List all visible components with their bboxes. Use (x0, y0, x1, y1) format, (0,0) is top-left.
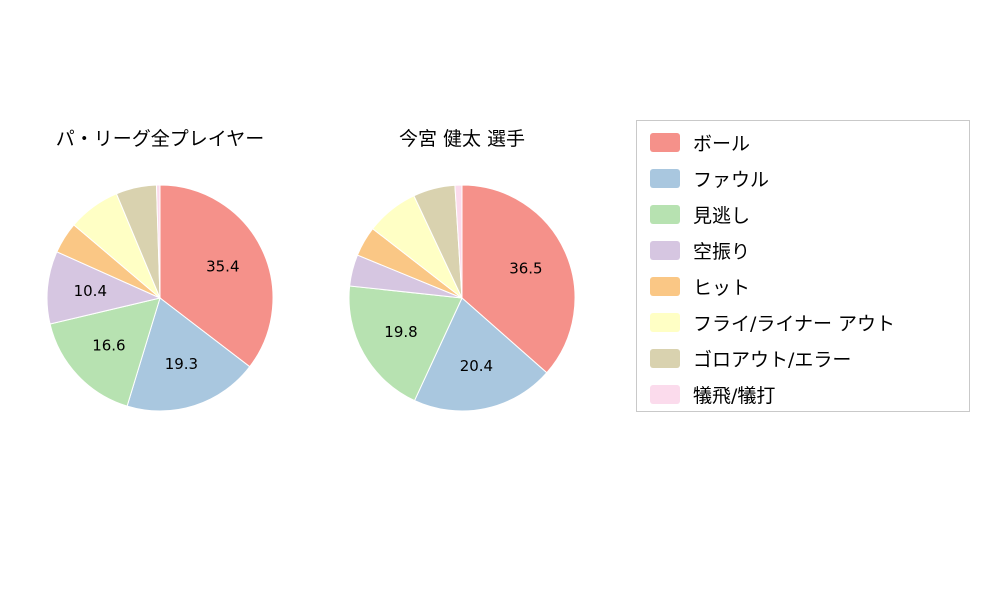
pie-slice (461, 184, 576, 374)
pie-slice (155, 184, 161, 299)
pie-slice (159, 184, 274, 368)
legend-item: 見逃し (650, 196, 969, 232)
pie-slice (348, 285, 463, 402)
left-chart-title: パ・リーグ全プレイヤー (55, 128, 265, 150)
legend-item: フライ/ライナー アウト (650, 304, 969, 340)
pie-value-label: 35.4 (206, 258, 239, 276)
legend-swatch (650, 204, 680, 224)
legend-swatch (650, 348, 680, 368)
pie-value-label: 16.6 (92, 337, 125, 355)
pie-value-label: 20.4 (460, 357, 493, 375)
legend-swatch (650, 312, 680, 332)
legend-label: ボール (693, 132, 751, 155)
pie-slice (49, 297, 161, 407)
legend: ボールファウル見逃し空振りヒットフライ/ライナー アウト ゴロアウト/エラー 犠飛/… (636, 120, 970, 412)
pie-slice (46, 251, 162, 325)
pie-value-label: 36.5 (509, 260, 542, 278)
pie-value-label: 19.3 (165, 355, 198, 373)
legend-label: ゴロアウト/エラー (693, 348, 852, 371)
pie-chart-right: 36.5 20.4 19.8 (346, 182, 578, 414)
legend-item: 犠飛/犠打 (650, 376, 969, 412)
legend-label: フライ/ライナー アウト (693, 312, 896, 335)
legend-swatch (650, 384, 680, 404)
legend-label: 見逃し (693, 204, 751, 227)
legend-swatch (650, 132, 680, 152)
legend-item: ゴロアウト/エラー (650, 340, 969, 376)
legend-label: ヒット (693, 276, 751, 299)
pie-value-label: 19.8 (384, 323, 417, 341)
legend-item: ボール (650, 124, 969, 160)
pie-slice (126, 297, 251, 412)
legend-item: 空振り (650, 232, 969, 268)
legend-item: ファウル (650, 160, 969, 196)
pie-value-label: 10.4 (74, 282, 107, 300)
legend-swatch (650, 168, 680, 188)
right-chart-title: 今宮 健太 選手 (398, 128, 526, 150)
legend-label: 犠飛/犠打 (693, 384, 776, 407)
legend-item: ヒット (650, 268, 969, 304)
pie-slice (454, 184, 463, 299)
legend-label: ファウル (693, 168, 770, 191)
legend-swatch (650, 240, 680, 260)
legend-swatch (650, 276, 680, 296)
pie-slice (413, 297, 548, 412)
legend-label: 空振り (693, 240, 751, 263)
pie-chart-left: 35.4 19.3 16.6 10.4 (44, 182, 276, 414)
